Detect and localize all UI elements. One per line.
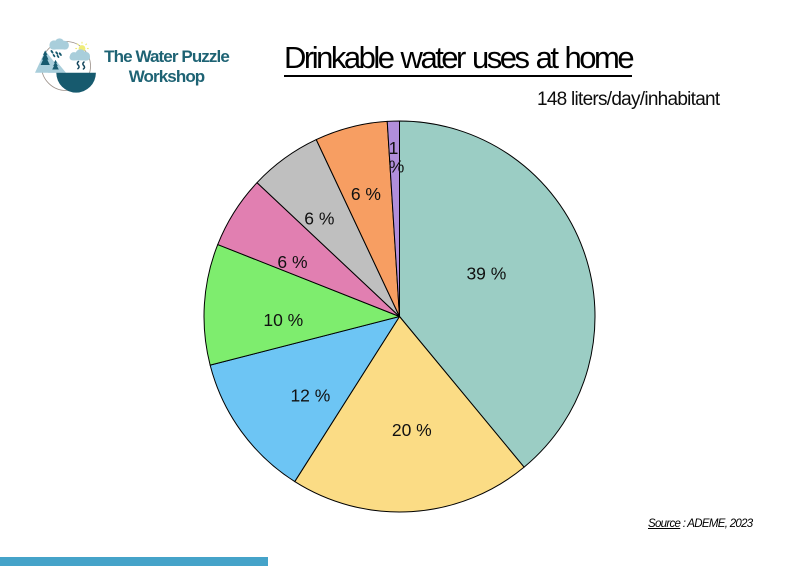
svg-text:%: % <box>389 157 405 177</box>
svg-text:20 %: 20 % <box>392 420 432 440</box>
svg-text:6 %: 6 % <box>277 252 307 272</box>
svg-text:12 %: 12 % <box>290 385 330 405</box>
svg-text:39 %: 39 % <box>466 263 506 283</box>
svg-text:6 %: 6 % <box>351 184 381 204</box>
svg-text:6 %: 6 % <box>304 209 334 229</box>
svg-text:10 %: 10 % <box>263 310 303 330</box>
svg-text:1: 1 <box>389 138 399 158</box>
